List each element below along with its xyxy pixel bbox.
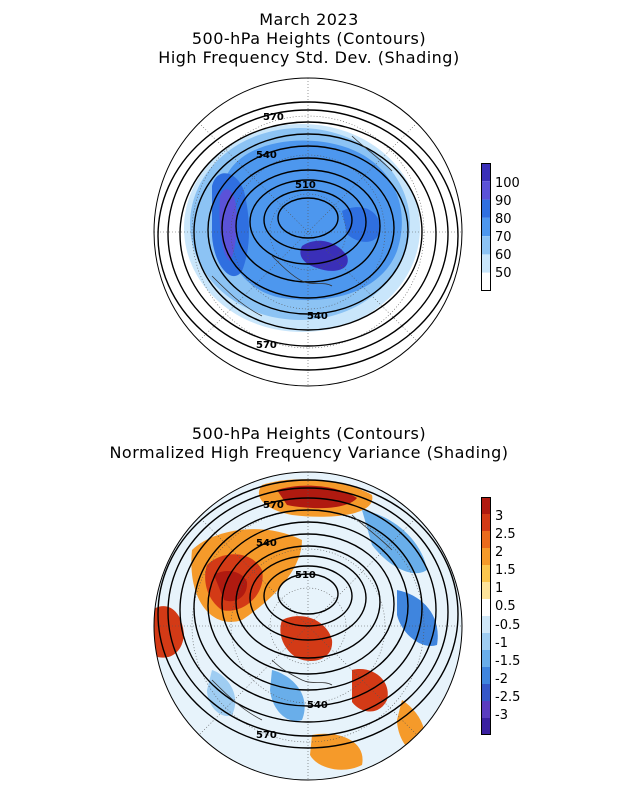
- contour-label: 570: [256, 730, 277, 741]
- contour-label: 570: [256, 340, 277, 351]
- colorbar-swatch: [481, 582, 491, 599]
- bottom-title-line-2: Normalized High Frequency Variance (Shad…: [109, 443, 509, 462]
- colorbar-swatch: [481, 616, 491, 633]
- top-title: March 2023 500-hPa Heights (Contours) Hi…: [0, 10, 618, 67]
- top-title-line-3: High Frequency Std. Dev. (Shading): [158, 48, 460, 67]
- shade-neg-1.5: [362, 510, 427, 574]
- shade-pos-2.5-b: [280, 616, 333, 661]
- contour-label: 540: [256, 150, 277, 161]
- colorbar-tick: 0.5: [495, 599, 516, 614]
- shade-neg-1.5-b: [270, 670, 305, 721]
- bottom-colorbar-swatches: [481, 497, 491, 735]
- colorbar-tick: -1: [495, 636, 508, 651]
- colorbar-tick: 1: [495, 581, 504, 596]
- top-polar-map: 570 540 510 540 570: [153, 77, 463, 387]
- colorbar-tick: 100: [495, 176, 520, 191]
- colorbar-swatch: [481, 633, 491, 650]
- colorbar-swatch: [481, 684, 491, 701]
- colorbar-tick: 90: [495, 194, 512, 209]
- colorbar-swatch: [481, 272, 491, 291]
- colorbar-swatch: [481, 599, 491, 616]
- bottom-title-line-1: 500-hPa Heights (Contours): [191, 424, 427, 443]
- colorbar-tick: 70: [495, 230, 512, 245]
- top-colorbar-swatches: [481, 163, 491, 291]
- shade-pos-2.5-c: [154, 606, 184, 658]
- colorbar-swatch: [481, 718, 491, 735]
- top-title-line-1: March 2023: [259, 10, 359, 29]
- bottom-colorbar: [481, 497, 491, 739]
- contour-label: 510: [295, 180, 316, 191]
- colorbar-tick: -0.5: [495, 618, 521, 633]
- contour-label: 570: [263, 500, 284, 511]
- colorbar-tick: -3: [495, 708, 508, 723]
- contour-label: 540: [307, 700, 328, 711]
- colorbar-tick: 3: [495, 509, 504, 524]
- colorbar-swatch: [481, 701, 491, 718]
- colorbar-tick: 1.5: [495, 563, 516, 578]
- contour-label: 570: [263, 112, 284, 123]
- shade-neg-2: [397, 590, 438, 646]
- contour-label: 540: [256, 538, 277, 549]
- colorbar-tick: 2: [495, 545, 504, 560]
- colorbar-tick: -1.5: [495, 654, 521, 669]
- colorbar-tick: -2: [495, 672, 508, 687]
- colorbar-tick: 50: [495, 266, 512, 281]
- colorbar-swatch: [481, 667, 491, 684]
- colorbar-swatch: [481, 531, 491, 548]
- colorbar-swatch: [481, 217, 491, 237]
- colorbar-swatch: [481, 650, 491, 667]
- colorbar-swatch: [481, 163, 491, 182]
- colorbar-swatch: [481, 497, 491, 514]
- contour-label: 510: [295, 570, 316, 581]
- bottom-title: 500-hPa Heights (Contours) Normalized Hi…: [0, 424, 618, 462]
- colorbar-swatch: [481, 548, 491, 565]
- colorbar-swatch: [481, 181, 491, 200]
- colorbar-tick: 60: [495, 248, 512, 263]
- colorbar-swatch: [481, 236, 491, 255]
- colorbar-tick: 2.5: [495, 527, 516, 542]
- colorbar-swatch: [481, 565, 491, 582]
- colorbar-tick: -2.5: [495, 690, 521, 705]
- bottom-polar-map: 570 540 510 540 570: [153, 471, 463, 781]
- top-colorbar: [481, 163, 491, 295]
- colorbar-tick: 80: [495, 212, 512, 227]
- colorbar-swatch: [481, 199, 491, 218]
- contour-label: 540: [307, 311, 328, 322]
- top-title-line-2: 500-hPa Heights (Contours): [191, 29, 427, 48]
- colorbar-swatch: [481, 254, 491, 273]
- colorbar-swatch: [481, 514, 491, 531]
